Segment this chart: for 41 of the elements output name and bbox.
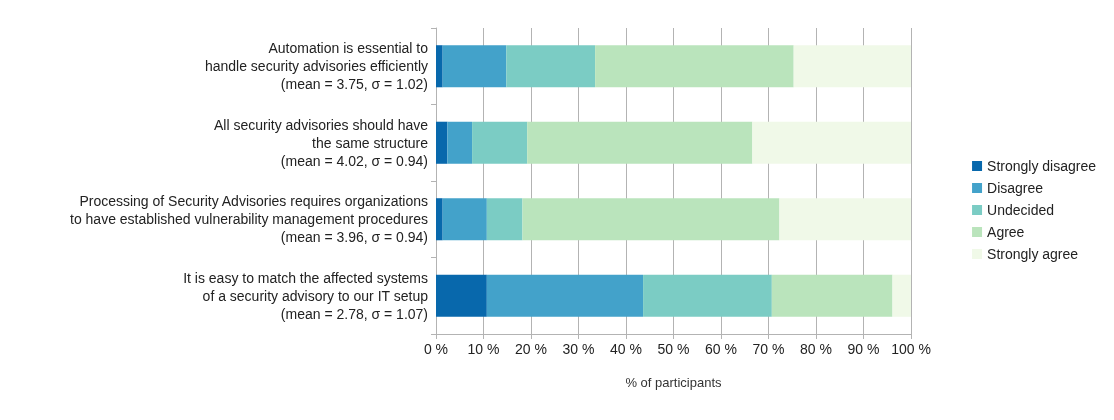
bar xyxy=(771,274,893,317)
legend-label: Undecided xyxy=(987,202,1054,218)
y-tick-label: All security advisories should have the same structure (mean = 4.02, σ = 0.94) xyxy=(214,116,429,169)
x-tick-label: 80 % xyxy=(800,341,832,357)
bar xyxy=(447,121,473,164)
bar xyxy=(793,45,911,88)
y-tick-label: Automation is essential to handle security advisories efficiently (mean = 3.75, σ = 1.02) xyxy=(204,40,429,93)
bar xyxy=(436,121,448,164)
bar xyxy=(486,274,644,317)
x-tick-label: 40 % xyxy=(610,341,642,357)
x-tick-label: 50 % xyxy=(657,341,690,357)
bar xyxy=(643,274,772,317)
y-tick-label: It is easy to match the affected systems of a security advisory to our IT setup (mean = 2.78, σ = 1.07) xyxy=(183,269,429,322)
bar xyxy=(595,45,794,88)
legend-label: Disagree xyxy=(987,180,1044,196)
bar xyxy=(486,198,523,241)
bar xyxy=(436,45,443,88)
bar xyxy=(436,274,487,317)
bar xyxy=(522,198,780,241)
bar xyxy=(506,45,596,88)
x-tick-label: 60 % xyxy=(705,341,737,357)
y-tick-label: Processing of Security Advisories requires organizations to have established vulnerability management procedures (mean = 3.96, σ = 0.94) xyxy=(70,193,428,246)
bar xyxy=(442,198,487,241)
x-tick-label: 10 % xyxy=(467,341,500,357)
bar xyxy=(892,274,911,317)
bar xyxy=(436,198,443,241)
x-tick-label: 20 % xyxy=(515,341,547,357)
bar xyxy=(752,121,911,164)
bar xyxy=(472,121,528,164)
x-tick-label: 90 % xyxy=(847,341,880,357)
legend-label: Strongly disagree xyxy=(987,158,1097,174)
x-tick-label: 30 % xyxy=(562,341,595,357)
x-tick-label: 100 % xyxy=(891,341,931,357)
bar xyxy=(527,121,753,164)
x-axis-title: % of participants xyxy=(625,375,723,390)
legend-label: Agree xyxy=(987,224,1025,240)
legend-label: Strongly agree xyxy=(987,246,1079,262)
x-tick-label: 70 % xyxy=(752,341,785,357)
bar xyxy=(779,198,911,241)
bar xyxy=(442,45,507,88)
x-tick-label: 0 % xyxy=(423,341,449,357)
